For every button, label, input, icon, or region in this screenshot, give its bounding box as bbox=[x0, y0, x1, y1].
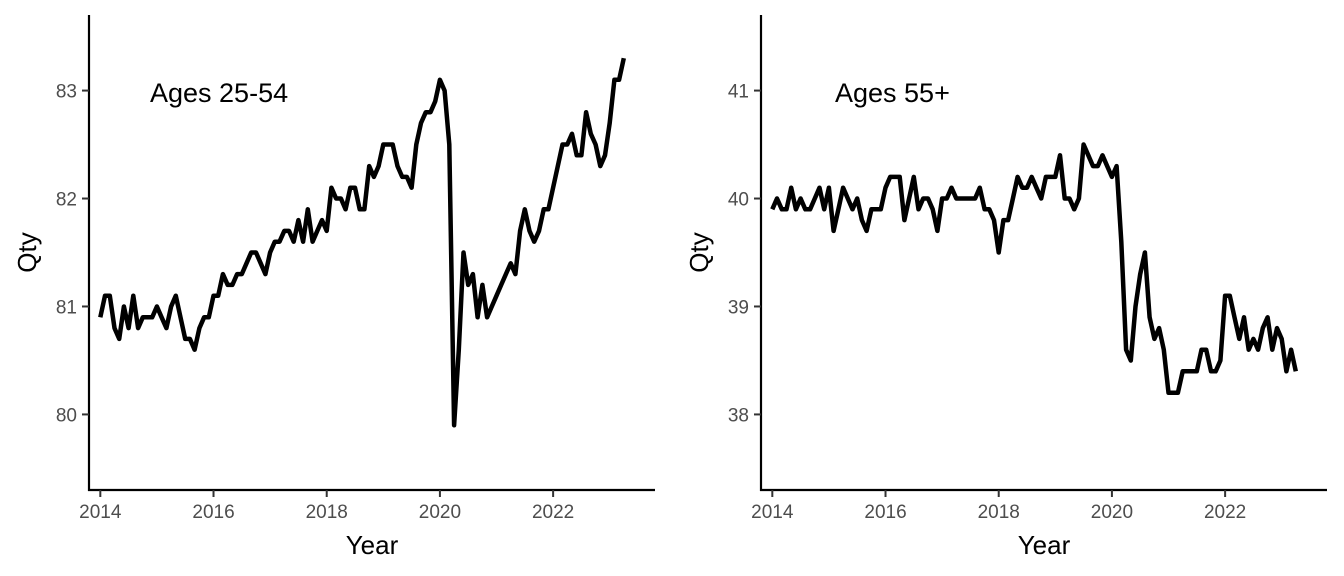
x-axis-title: Year bbox=[346, 530, 399, 560]
panel-annotation: Ages 55+ bbox=[835, 78, 950, 108]
series-line-1 bbox=[770, 142, 1298, 396]
y-tick-label: 82 bbox=[56, 190, 77, 211]
panel-annotation: Ages 25-54 bbox=[150, 78, 288, 108]
x-tick-label: 2020 bbox=[1091, 502, 1133, 523]
x-tick-label: 2014 bbox=[79, 502, 122, 523]
y-tick-label: 80 bbox=[56, 405, 77, 426]
x-tick-label: 2016 bbox=[864, 502, 906, 523]
y-tick-label: 83 bbox=[56, 82, 77, 103]
x-tick-label: 2018 bbox=[978, 502, 1020, 523]
x-axis-title: Year bbox=[1018, 530, 1071, 560]
x-tick-label: 2020 bbox=[419, 502, 461, 523]
x-tick-label: 2014 bbox=[751, 502, 794, 523]
y-tick-label: 38 bbox=[728, 405, 749, 426]
y-tick-label: 41 bbox=[728, 82, 749, 103]
y-tick-label: 39 bbox=[728, 297, 749, 318]
y-axis-title: Qty bbox=[684, 232, 714, 272]
x-tick-label: 2018 bbox=[306, 502, 348, 523]
chart-panel-1: 80 81 82 83 2014 2016 2018 2020 2022 Year Qty Ages … bbox=[12, 15, 655, 560]
y-tick-label: 81 bbox=[56, 297, 77, 318]
x-tick-label: 2022 bbox=[532, 502, 574, 523]
y-tick-label: 40 bbox=[728, 190, 749, 211]
series-line-1 bbox=[98, 57, 626, 428]
x-tick-label: 2016 bbox=[192, 502, 234, 523]
x-tick-label: 2022 bbox=[1204, 502, 1246, 523]
chart-panel-2: 38 39 40 41 2014 2016 2018 2020 2022 Year Qty Ages … bbox=[684, 15, 1327, 560]
y-axis-title: Qty bbox=[12, 232, 42, 272]
